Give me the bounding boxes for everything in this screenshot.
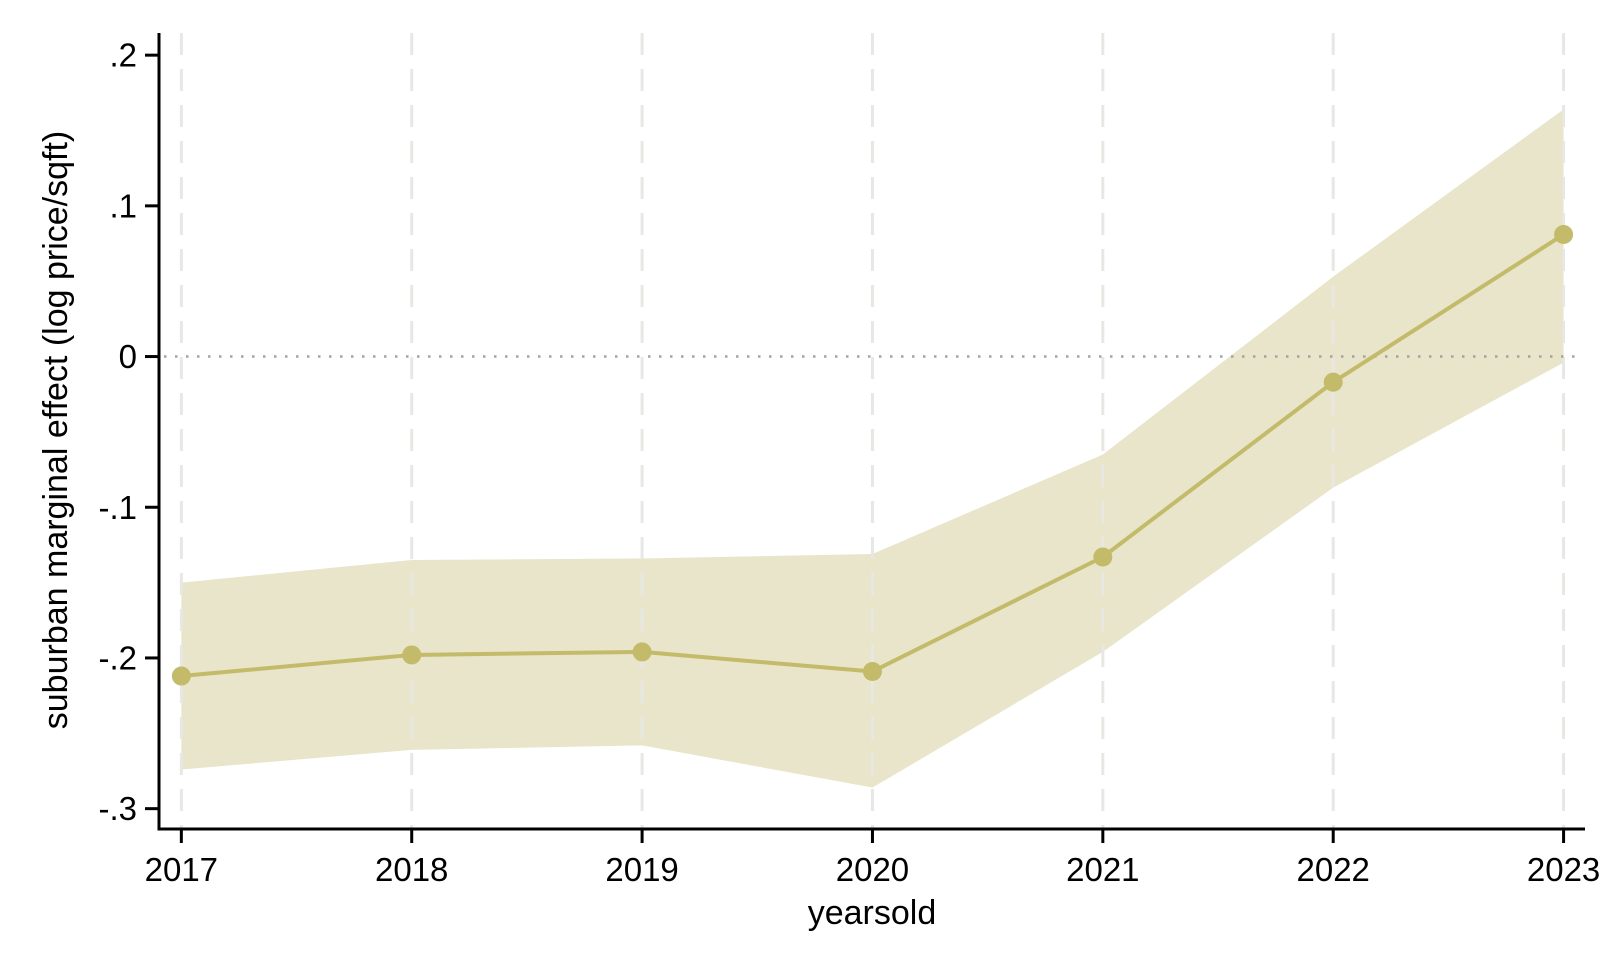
data-point-marker [1554, 224, 1574, 244]
x-tick-label: 2017 [145, 851, 218, 888]
data-point-marker [171, 666, 191, 686]
y-tick-label: -.3 [98, 790, 137, 827]
tick-layer [145, 53, 1566, 843]
x-tick-label: 2020 [836, 851, 909, 888]
y-tick-label: .2 [109, 37, 137, 74]
marker-layer [171, 224, 1574, 686]
x-tick-label: 2019 [605, 851, 678, 888]
data-point-marker [1323, 372, 1343, 392]
y-axis-title: suburban marginal effect (log price/sqft… [37, 130, 75, 730]
y-tick-label: .1 [109, 187, 137, 224]
gridline-layer [179, 33, 1566, 829]
data-point-marker [1093, 547, 1113, 567]
y-tick-label: -.1 [98, 489, 137, 526]
data-point-marker [402, 645, 422, 665]
x-tick-label: 2018 [375, 851, 448, 888]
data-point-marker [632, 642, 652, 662]
x-tick-label: 2022 [1296, 851, 1369, 888]
confidence-interval-band [181, 109, 1564, 788]
ci-band-layer [181, 109, 1564, 788]
y-tick-label: 0 [119, 338, 137, 375]
data-point-marker [862, 662, 882, 682]
y-tick-label: -.2 [98, 639, 137, 676]
x-tick-label: 2021 [1066, 851, 1139, 888]
x-axis-title: yearsold [807, 894, 937, 932]
x-tick-label: 2023 [1527, 851, 1600, 888]
